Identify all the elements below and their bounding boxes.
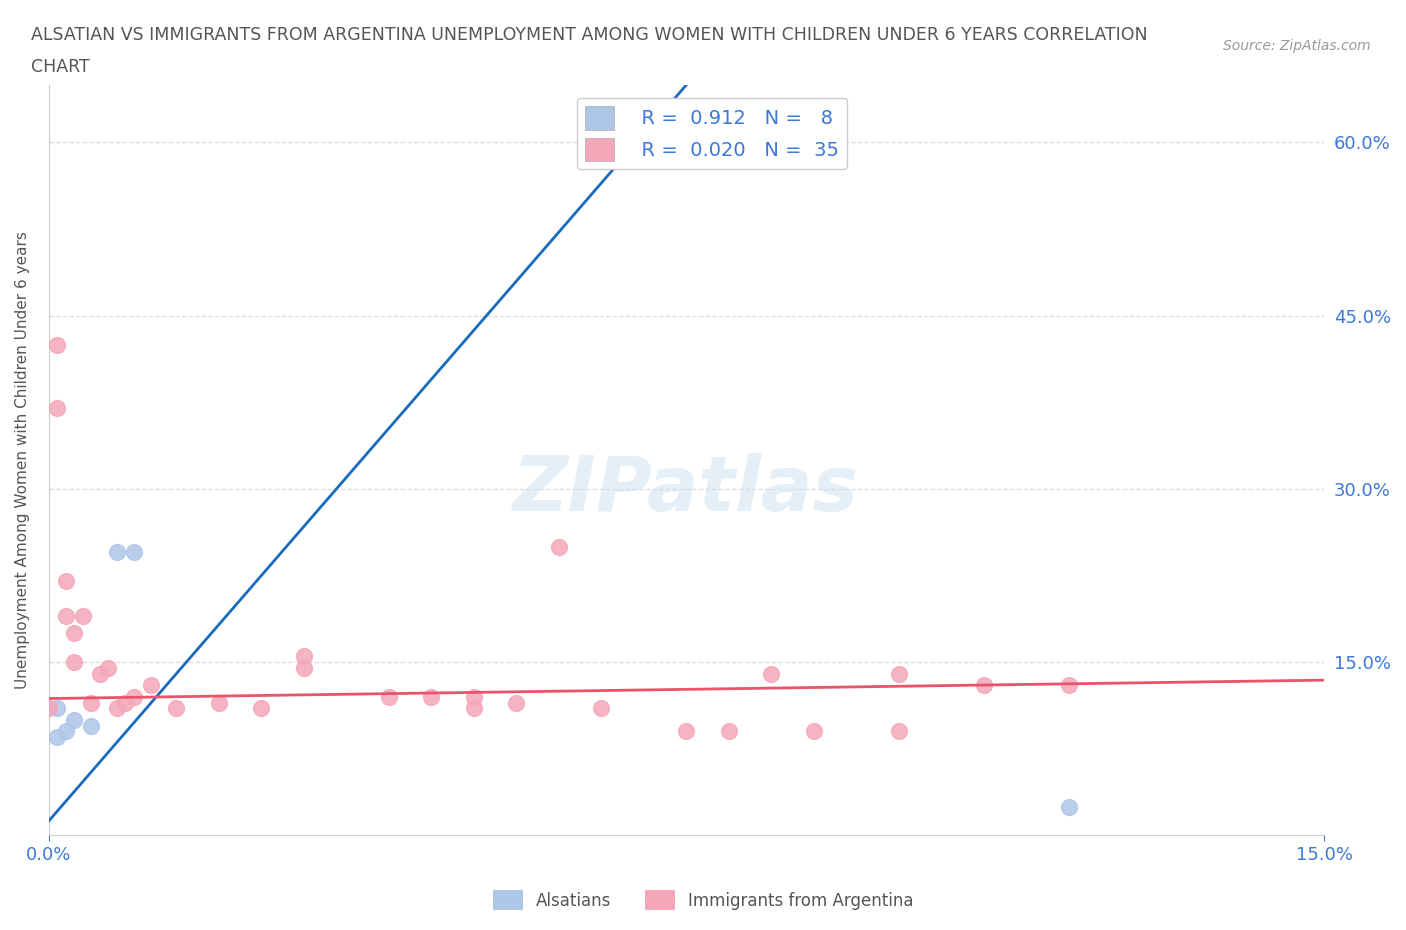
Point bbox=[803, 724, 825, 739]
Point bbox=[505, 696, 527, 711]
Point bbox=[887, 666, 910, 681]
Point bbox=[420, 689, 443, 704]
Point bbox=[591, 701, 613, 716]
Point bbox=[63, 655, 86, 670]
Text: ALSATIAN VS IMMIGRANTS FROM ARGENTINA UNEMPLOYMENT AMONG WOMEN WITH CHILDREN UND: ALSATIAN VS IMMIGRANTS FROM ARGENTINA UN… bbox=[31, 26, 1147, 44]
Point bbox=[105, 701, 128, 716]
Point bbox=[72, 608, 94, 623]
Point bbox=[675, 724, 697, 739]
Point bbox=[55, 608, 77, 623]
Point bbox=[292, 660, 315, 675]
Point bbox=[122, 689, 145, 704]
Point bbox=[973, 678, 995, 693]
Point bbox=[165, 701, 187, 716]
Point bbox=[63, 712, 86, 727]
Point bbox=[1057, 799, 1080, 814]
Point bbox=[46, 730, 69, 745]
Text: ZIPatlas: ZIPatlas bbox=[513, 453, 859, 527]
Point bbox=[139, 678, 162, 693]
Point bbox=[548, 539, 571, 554]
Point bbox=[80, 696, 103, 711]
Point bbox=[55, 724, 77, 739]
Point bbox=[1057, 678, 1080, 693]
Point bbox=[463, 689, 485, 704]
Point bbox=[717, 724, 740, 739]
Point bbox=[38, 701, 60, 716]
Text: CHART: CHART bbox=[31, 58, 90, 75]
Legend:   R =  0.912   N =   8,   R =  0.020   N =  35: R = 0.912 N = 8, R = 0.020 N = 35 bbox=[576, 99, 846, 169]
Point bbox=[55, 574, 77, 589]
Point bbox=[250, 701, 273, 716]
Point bbox=[761, 666, 783, 681]
Legend: Alsatians, Immigrants from Argentina: Alsatians, Immigrants from Argentina bbox=[486, 884, 920, 917]
Point bbox=[114, 696, 136, 711]
Point bbox=[46, 401, 69, 416]
Point bbox=[887, 724, 910, 739]
Point bbox=[292, 649, 315, 664]
Point bbox=[463, 701, 485, 716]
Point bbox=[122, 545, 145, 560]
Point bbox=[46, 701, 69, 716]
Point bbox=[97, 660, 120, 675]
Y-axis label: Unemployment Among Women with Children Under 6 years: Unemployment Among Women with Children U… bbox=[15, 232, 30, 689]
Point bbox=[378, 689, 401, 704]
Point bbox=[80, 718, 103, 733]
Text: Source: ZipAtlas.com: Source: ZipAtlas.com bbox=[1223, 39, 1371, 53]
Point bbox=[63, 626, 86, 641]
Point bbox=[89, 666, 111, 681]
Point bbox=[46, 338, 69, 352]
Point bbox=[105, 545, 128, 560]
Point bbox=[208, 696, 231, 711]
